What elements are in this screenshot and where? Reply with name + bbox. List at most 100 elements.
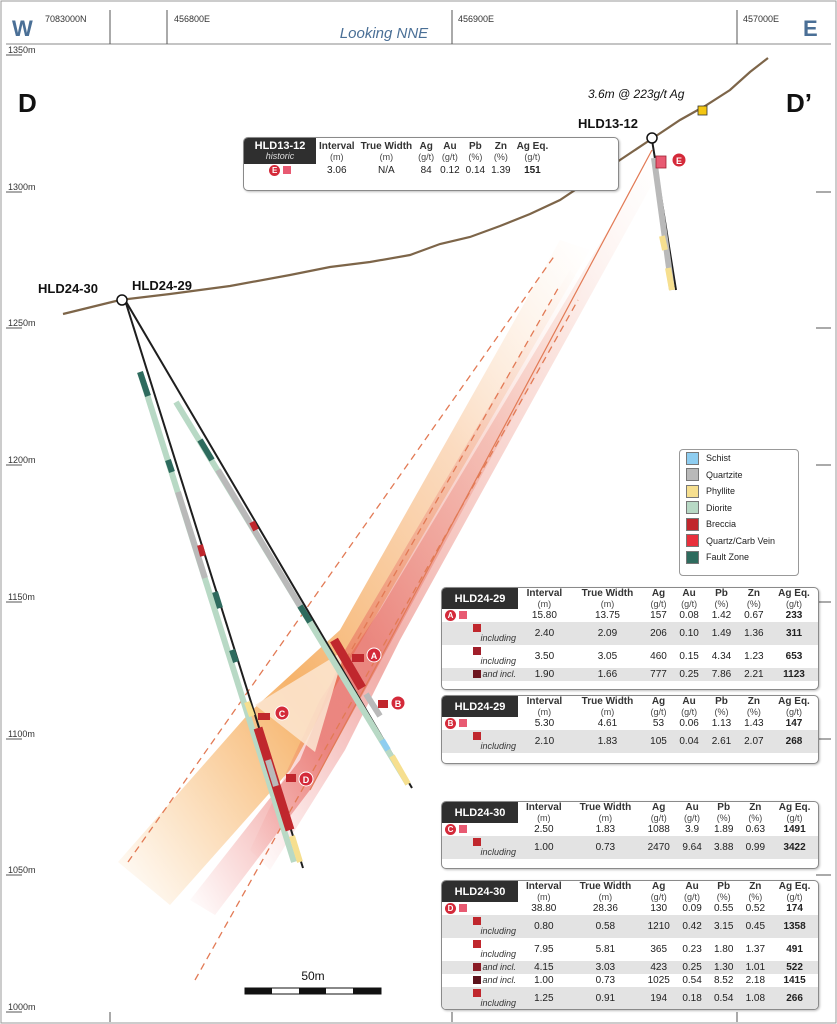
table-row: D 38.80 28.36 130 0.09 0.55 0.52 174 bbox=[442, 902, 818, 915]
cell-interval: 5.30 bbox=[534, 718, 555, 729]
cell-au: 0.12 bbox=[440, 165, 460, 176]
cell-ag: 206 bbox=[644, 622, 673, 645]
row-swatch bbox=[473, 838, 481, 846]
swatch-diorite bbox=[686, 501, 699, 515]
row-swatch bbox=[473, 940, 481, 948]
col-zn: Zn (%) bbox=[746, 696, 761, 718]
cell-ag: 84 bbox=[420, 165, 432, 176]
section-start-label: D bbox=[18, 88, 37, 118]
cell-pb: 4.34 bbox=[711, 651, 732, 662]
core-phyllite bbox=[389, 754, 411, 786]
col-true-width: True Width (m) bbox=[581, 696, 634, 718]
zone-dashed-boundary bbox=[127, 254, 556, 863]
cell-zn: 1.23 bbox=[744, 651, 764, 662]
cell-true-width: 1.83 bbox=[595, 824, 616, 835]
row-swatch bbox=[458, 611, 467, 620]
cell-ag: 105 bbox=[644, 730, 673, 753]
core-fault bbox=[212, 591, 223, 609]
elev-label-1300: 1300m bbox=[8, 182, 36, 192]
marker-badge: B bbox=[445, 717, 456, 729]
cell-zn: 2.07 bbox=[737, 730, 771, 753]
cell-au: 0.04 bbox=[672, 730, 706, 753]
row-note: including bbox=[442, 730, 518, 753]
table-row: including 1.00 0.73 2470 9.64 3.88 0.99 … bbox=[442, 836, 818, 859]
cell-au: 0.23 bbox=[682, 944, 702, 955]
cell-pb: 1.49 bbox=[705, 622, 738, 645]
legend-label: Quartzite bbox=[706, 469, 743, 480]
cell-pb: 1.89 bbox=[713, 824, 734, 835]
cell-au: 0.42 bbox=[676, 915, 708, 938]
cell-interval: 1.90 bbox=[518, 668, 571, 681]
cell-zn: 2.18 bbox=[745, 975, 766, 986]
core-phyllite bbox=[659, 235, 668, 251]
northing-label: 7083000N bbox=[45, 14, 87, 24]
elev-label-1100: 1100m bbox=[8, 729, 35, 739]
col-ag-eq: Ag Eq. (g/t) bbox=[778, 696, 810, 718]
cell-true-width: 1.83 bbox=[570, 730, 645, 753]
row-symbol: A bbox=[442, 609, 518, 622]
cell-ag-eq: 147 bbox=[785, 718, 803, 729]
cell-zn: 2.21 bbox=[737, 668, 771, 681]
cell-ag-eq: 266 bbox=[771, 987, 818, 1009]
row-note: and incl. bbox=[442, 974, 518, 987]
cell-pb: 3.88 bbox=[707, 836, 740, 859]
cell-pb: 1.80 bbox=[713, 944, 734, 955]
core-quartzite bbox=[265, 759, 279, 787]
cell-ag: 1210 bbox=[641, 915, 677, 938]
scale-bar: 50m bbox=[244, 969, 382, 995]
cell-zn: 1.01 bbox=[739, 961, 772, 974]
row-swatch bbox=[458, 825, 467, 834]
table-row: including 0.80 0.58 1210 0.42 3.15 0.45 … bbox=[442, 915, 818, 938]
row-swatch bbox=[473, 976, 481, 984]
col-ag-eq: Ag Eq. (g/t) bbox=[778, 802, 811, 824]
row-note: including bbox=[442, 622, 518, 645]
table-row: C 2.50 1.83 1088 3.9 1.89 0.63 1491 bbox=[442, 823, 818, 836]
row-symbol: B bbox=[442, 717, 518, 730]
swatch-fault-zone bbox=[686, 550, 699, 564]
swatch-breccia bbox=[686, 517, 699, 531]
col-au: Au (g/t) bbox=[441, 140, 458, 162]
topography-line bbox=[62, 57, 769, 316]
cell-interval: 3.06 bbox=[327, 165, 347, 176]
cell-interval: 2.40 bbox=[518, 622, 571, 645]
cell-ag: 130 bbox=[650, 903, 668, 914]
cell-interval: 2.50 bbox=[534, 824, 554, 835]
table-hole-id: HLD24-30 bbox=[442, 881, 518, 902]
legend-item-diorite: Diorite bbox=[680, 500, 798, 517]
cell-ag: 365 bbox=[650, 944, 668, 955]
zone-orange-main bbox=[118, 240, 590, 905]
row-note: including bbox=[442, 915, 518, 938]
col-interval: Interval (m) bbox=[319, 140, 355, 162]
table-hole-id: HLD13-12 historic bbox=[244, 138, 316, 164]
assay-table-hld24-29-b: HLD24-29 Interval (m) True Width (m) Ag (g/… bbox=[441, 695, 819, 764]
assay-table-hld24-29-a: HLD24-29 Interval (m) True Width (m) Ag (g/… bbox=[441, 587, 819, 690]
marker-label-b: B bbox=[395, 699, 402, 709]
cell-zn: 0.52 bbox=[745, 903, 766, 914]
elev-label-1050: 1050m bbox=[8, 865, 36, 875]
marker-badge: A bbox=[445, 609, 456, 621]
cell-true-width: 4.61 bbox=[597, 718, 618, 729]
col-ag: Ag (g/t) bbox=[650, 696, 667, 718]
cell-ag-eq: 1415 bbox=[783, 975, 806, 986]
cell-ag-eq: 174 bbox=[786, 903, 803, 914]
intercept-marker-b: B bbox=[378, 695, 406, 711]
cell-pb: 7.86 bbox=[705, 668, 738, 681]
table-row: and incl. 1.00 0.73 1025 0.54 8.52 2.18 … bbox=[442, 974, 818, 987]
cell-true-width: 0.73 bbox=[569, 836, 642, 859]
cell-interval: 15.80 bbox=[531, 610, 557, 621]
cell-au: 3.9 bbox=[685, 824, 700, 835]
core-phyllite bbox=[244, 700, 255, 718]
cell-ag-eq: 522 bbox=[771, 961, 818, 974]
core-fault bbox=[297, 604, 313, 624]
row-note: including bbox=[442, 987, 518, 1009]
zone-trend-line bbox=[309, 149, 653, 791]
col-zn: Zn (%) bbox=[748, 802, 763, 824]
looking-direction: Looking NNE bbox=[340, 25, 429, 42]
col-au: Au (g/t) bbox=[681, 696, 698, 718]
cell-zn: 1.37 bbox=[745, 944, 766, 955]
table-row: and incl. 1.90 1.66 777 0.25 7.86 2.21 1… bbox=[442, 668, 818, 681]
cell-zn: 1.39 bbox=[491, 165, 511, 176]
core-breccia-intercept bbox=[330, 637, 366, 691]
